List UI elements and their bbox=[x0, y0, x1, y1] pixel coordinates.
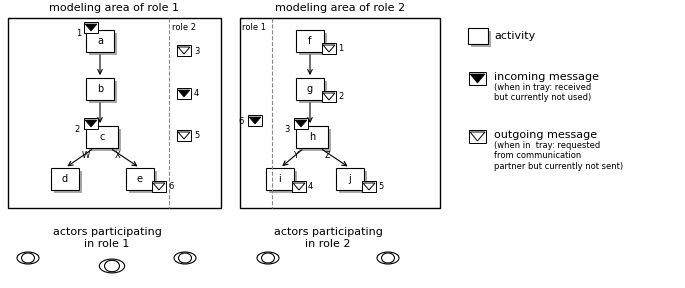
Bar bbox=[299, 33, 327, 55]
Bar bbox=[299, 129, 331, 151]
Text: i: i bbox=[279, 174, 282, 184]
Text: d: d bbox=[62, 174, 68, 184]
Ellipse shape bbox=[262, 253, 275, 263]
Bar bbox=[299, 81, 327, 103]
Polygon shape bbox=[363, 183, 375, 190]
Bar bbox=[177, 130, 191, 141]
Bar bbox=[177, 45, 191, 56]
Polygon shape bbox=[470, 74, 485, 83]
Bar bbox=[84, 22, 98, 33]
Bar bbox=[248, 115, 262, 126]
Text: 5: 5 bbox=[194, 132, 199, 141]
Polygon shape bbox=[249, 117, 261, 124]
Bar bbox=[86, 126, 118, 148]
Text: f: f bbox=[308, 36, 312, 46]
Text: actors participating
in role 1: actors participating in role 1 bbox=[53, 227, 162, 249]
Bar bbox=[84, 118, 98, 129]
Bar bbox=[89, 129, 121, 151]
Polygon shape bbox=[470, 132, 485, 141]
Bar bbox=[296, 78, 324, 100]
Text: j: j bbox=[349, 174, 351, 184]
Text: actors participating
in role 2: actors participating in role 2 bbox=[273, 227, 382, 249]
Bar bbox=[296, 30, 324, 52]
Bar bbox=[89, 81, 117, 103]
Text: 4: 4 bbox=[308, 182, 313, 191]
Polygon shape bbox=[178, 47, 190, 54]
Bar bbox=[240, 18, 440, 208]
Text: 3: 3 bbox=[194, 46, 199, 56]
Bar bbox=[322, 43, 336, 54]
Bar bbox=[296, 126, 328, 148]
Bar bbox=[177, 88, 191, 99]
Text: role 1: role 1 bbox=[242, 23, 266, 32]
Bar bbox=[471, 31, 491, 47]
Bar bbox=[51, 168, 79, 190]
Polygon shape bbox=[85, 24, 97, 31]
Bar bbox=[54, 171, 82, 193]
Bar bbox=[129, 171, 157, 193]
Text: W: W bbox=[82, 151, 90, 160]
Bar bbox=[339, 171, 367, 193]
Text: outgoing message: outgoing message bbox=[494, 130, 597, 140]
Text: Z: Z bbox=[325, 151, 331, 160]
Text: b: b bbox=[97, 84, 103, 94]
Text: a: a bbox=[97, 36, 103, 46]
Text: 1: 1 bbox=[338, 44, 343, 53]
Text: 4: 4 bbox=[194, 90, 199, 98]
Polygon shape bbox=[293, 183, 305, 190]
Ellipse shape bbox=[179, 253, 192, 263]
Polygon shape bbox=[178, 132, 190, 139]
Text: role 2: role 2 bbox=[172, 23, 196, 32]
Bar bbox=[362, 181, 376, 192]
Text: (when in tray: received
but currently not used): (when in tray: received but currently no… bbox=[494, 83, 591, 103]
Bar bbox=[292, 181, 306, 192]
Text: 6: 6 bbox=[238, 117, 244, 126]
Text: modeling area of role 1: modeling area of role 1 bbox=[49, 3, 179, 13]
Polygon shape bbox=[323, 93, 335, 100]
Text: X: X bbox=[115, 151, 121, 160]
Bar bbox=[469, 130, 486, 143]
Polygon shape bbox=[178, 90, 190, 97]
Ellipse shape bbox=[105, 260, 119, 272]
Polygon shape bbox=[85, 120, 97, 127]
Bar bbox=[266, 168, 294, 190]
Ellipse shape bbox=[382, 253, 395, 263]
Polygon shape bbox=[323, 45, 335, 52]
Bar bbox=[468, 28, 488, 44]
Text: 5: 5 bbox=[378, 182, 383, 191]
Bar bbox=[8, 18, 221, 208]
Text: g: g bbox=[307, 84, 313, 94]
Polygon shape bbox=[153, 183, 165, 190]
Text: h: h bbox=[309, 132, 315, 142]
Text: (when in  tray: requested
from communication
partner but currently not sent): (when in tray: requested from communicat… bbox=[494, 141, 623, 171]
Bar bbox=[322, 91, 336, 102]
Bar bbox=[86, 78, 114, 100]
Text: Y: Y bbox=[293, 151, 299, 160]
Bar bbox=[152, 181, 166, 192]
Ellipse shape bbox=[21, 253, 34, 263]
Text: incoming message: incoming message bbox=[494, 72, 599, 82]
Text: activity: activity bbox=[494, 31, 535, 41]
Bar bbox=[269, 171, 297, 193]
Text: 1: 1 bbox=[76, 29, 81, 37]
Text: modeling area of role 2: modeling area of role 2 bbox=[275, 3, 405, 13]
Text: 2: 2 bbox=[338, 92, 343, 101]
Polygon shape bbox=[295, 120, 307, 127]
Bar bbox=[294, 118, 308, 129]
Text: 3: 3 bbox=[285, 124, 290, 134]
Bar bbox=[126, 168, 154, 190]
Bar bbox=[469, 72, 486, 85]
Text: 6: 6 bbox=[168, 182, 173, 191]
Bar bbox=[89, 33, 117, 55]
Text: e: e bbox=[137, 174, 143, 184]
Text: c: c bbox=[99, 132, 105, 142]
Bar bbox=[336, 168, 364, 190]
Bar bbox=[86, 30, 114, 52]
Text: 2: 2 bbox=[75, 124, 80, 134]
